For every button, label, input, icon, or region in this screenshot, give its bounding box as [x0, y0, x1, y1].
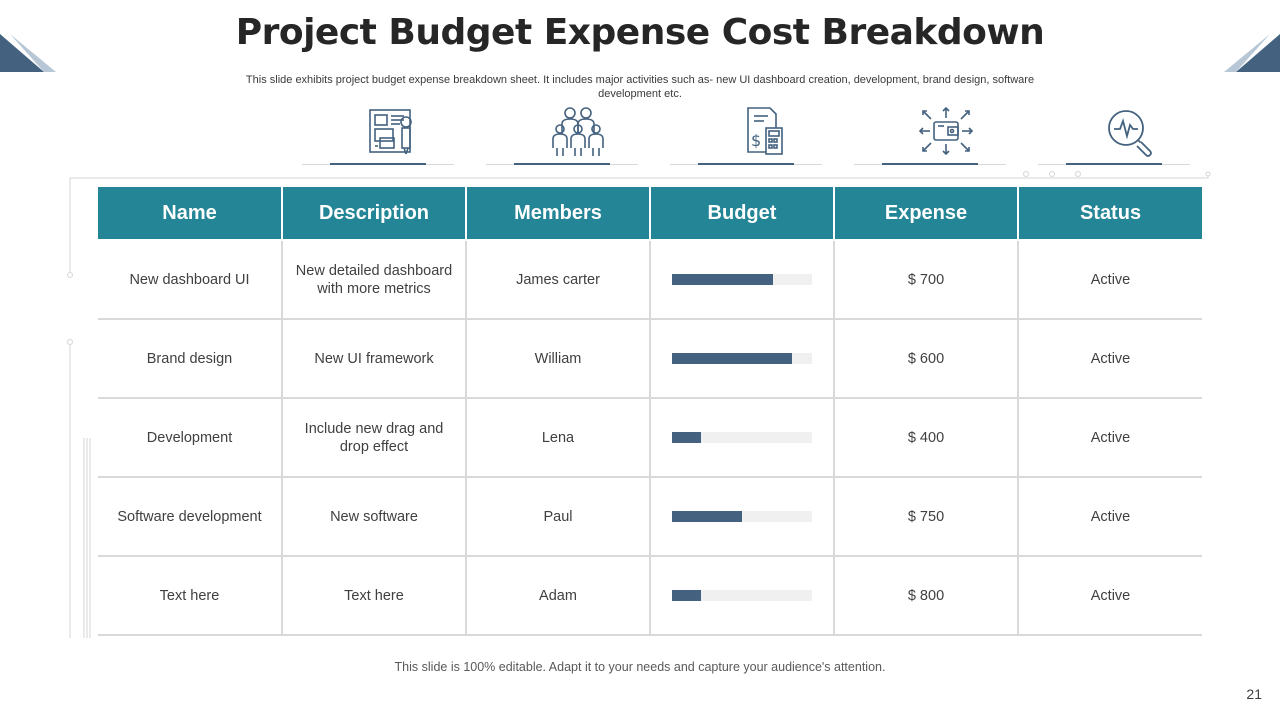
column-header-budget: Budget [649, 187, 834, 240]
budget-calculator-icon: $ [747, 107, 783, 155]
icon-column-description [486, 100, 670, 166]
table-row: Brand design New UI framework William $ … [98, 319, 1202, 399]
column-header-expense: Expense [833, 187, 1018, 240]
table-row: Development Include new drag and drop ef… [98, 398, 1202, 478]
cell-members: James carter [465, 239, 650, 320]
cell-name: Text here [98, 556, 282, 636]
team-group-icon [552, 107, 604, 156]
budget-bar-fill [672, 590, 702, 601]
icon-column-expense [1038, 100, 1222, 166]
icon-column-budget [854, 100, 1038, 166]
cell-budget [649, 556, 834, 636]
cell-description: Include new drag and drop effect [281, 398, 466, 478]
cell-expense: $ 700 [833, 239, 1018, 320]
column-header-name: Name [98, 187, 282, 240]
cell-status: Active [1017, 398, 1202, 478]
cell-status: Active [1017, 319, 1202, 399]
cell-expense: $ 750 [833, 477, 1018, 557]
budget-table: Name Description Members Budget Expense … [98, 187, 1202, 636]
cell-budget [649, 477, 834, 557]
cell-description: New software [281, 477, 466, 557]
table-header-row: Name Description Members Budget Expense … [98, 187, 1202, 240]
cell-expense: $ 800 [833, 556, 1018, 636]
slide-subtitle: This slide exhibits project budget expen… [245, 74, 1035, 100]
cell-name: Software development [98, 477, 282, 557]
cell-expense: $ 400 [833, 398, 1018, 478]
cell-description: Text here [281, 556, 466, 636]
cell-name: Development [98, 398, 282, 478]
cell-members: Lena [465, 398, 650, 478]
cell-members: William [465, 319, 650, 399]
table-row: New dashboard UI New detailed dashboard … [98, 239, 1202, 320]
analysis-magnifier-icon [1108, 110, 1152, 157]
cell-name: Brand design [98, 319, 282, 399]
cell-status: Active [1017, 556, 1202, 636]
cell-members: Paul [465, 477, 650, 557]
page-number: 21 [1246, 686, 1262, 702]
corner-decoration-right [1224, 34, 1280, 72]
budget-bar-fill [672, 511, 742, 522]
icon-column-members: $ [670, 100, 854, 166]
budget-bar-track [672, 590, 812, 601]
budget-bar-fill [672, 432, 702, 443]
icon-underline-accent [514, 163, 610, 165]
footer-note: This slide is 100% editable. Adapt it to… [394, 660, 886, 674]
corner-decoration-left [0, 34, 56, 72]
icon-underline-accent [698, 163, 794, 165]
cell-description: New detailed dashboard with more metrics [281, 239, 466, 320]
dashboard-board-icon [369, 109, 412, 155]
table-row: Text here Text here Adam $ 800 Active [98, 556, 1202, 636]
budget-bar-fill [672, 274, 773, 285]
icon-underline-accent [1066, 163, 1162, 165]
cell-budget [649, 319, 834, 399]
budget-bar-fill [672, 353, 793, 364]
cell-expense: $ 600 [833, 319, 1018, 399]
svg-text:$: $ [751, 131, 761, 150]
table-row: Software development New software Paul $… [98, 477, 1202, 557]
budget-bar-track [672, 353, 812, 364]
column-header-description: Description [281, 187, 466, 240]
column-header-members: Members [465, 187, 650, 240]
cell-budget [649, 398, 834, 478]
budget-bar-track [672, 432, 812, 443]
cell-status: Active [1017, 239, 1202, 320]
budget-bar-track [672, 274, 812, 285]
budget-bar-track [672, 511, 812, 522]
column-header-status: Status [1017, 187, 1202, 240]
cell-name: New dashboard UI [98, 239, 282, 320]
icon-column-name [302, 100, 486, 166]
cell-status: Active [1017, 477, 1202, 557]
decorative-connector-lines [67, 171, 1211, 638]
icon-underline-accent [882, 163, 978, 165]
cell-budget [649, 239, 834, 320]
cell-members: Adam [465, 556, 650, 636]
wallet-money-flow-icon [918, 106, 974, 156]
cell-description: New UI framework [281, 319, 466, 399]
slide-title: Project Budget Expense Cost Breakdown [235, 12, 1045, 53]
icon-underline-accent [330, 163, 426, 165]
